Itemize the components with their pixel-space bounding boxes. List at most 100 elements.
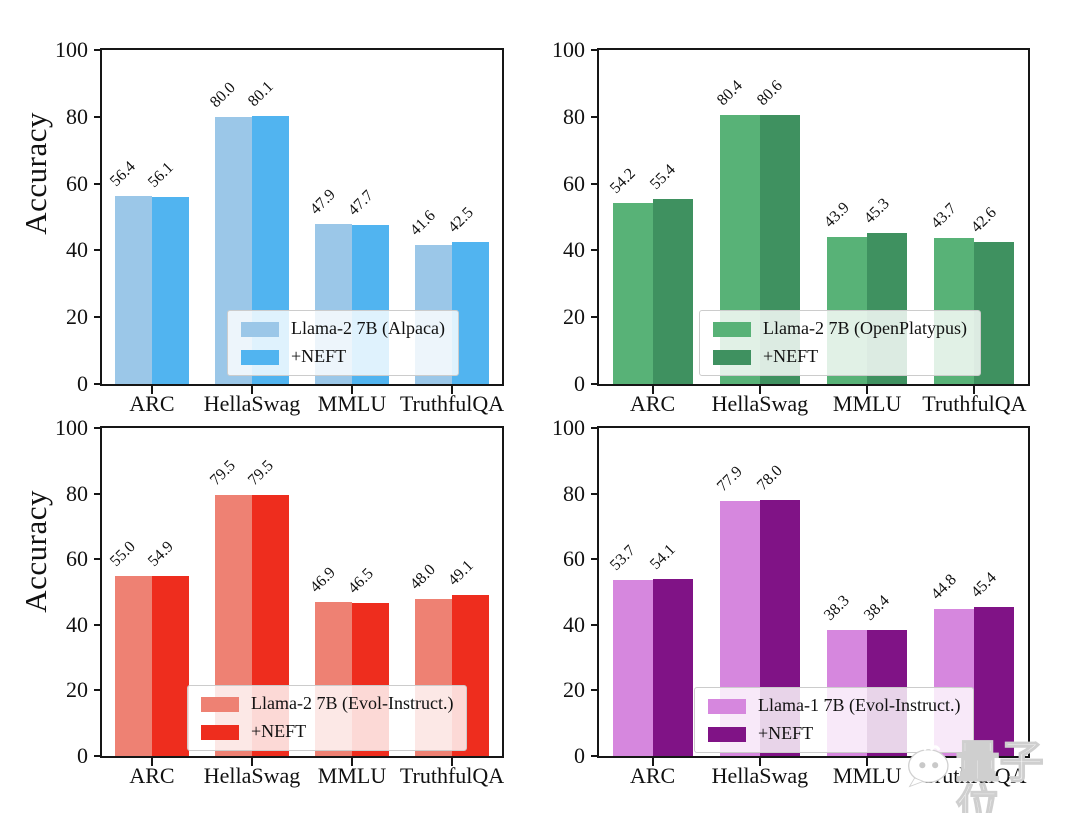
- legend: Llama-2 7B (Evol-Instruct.) +NEFT: [187, 685, 468, 751]
- x-tick-mark: [758, 758, 761, 766]
- plot-area: 0 20 40 60 80 100 ARC 55.0 54.9 HellaSwag 79.5 79.5…: [55, 417, 504, 787]
- y-axis-label: Accuracy: [18, 490, 53, 613]
- bar: [152, 196, 190, 384]
- y-tick-mark: [591, 249, 599, 252]
- y-tick-label: 20: [563, 677, 585, 703]
- y-tick-mark: [94, 755, 102, 757]
- y-tick-mark: [591, 115, 599, 118]
- bar: [974, 607, 1015, 756]
- legend-entry: +NEFT: [708, 723, 960, 744]
- y-tick-mark: [591, 623, 599, 626]
- bar-value-label: 44.8: [928, 571, 961, 604]
- legend-label: +NEFT: [758, 723, 814, 744]
- y-tick-mark: [94, 383, 102, 385]
- legend-swatch: [201, 696, 239, 712]
- bar-value-label: 46.5: [344, 565, 377, 598]
- legend-label: Llama-2 7B (OpenPlatypus): [763, 318, 967, 339]
- y-tick-label: 20: [66, 304, 88, 330]
- y-tick-label: 80: [66, 103, 88, 129]
- bar-value-label: 45.3: [861, 194, 893, 227]
- legend-swatch: [713, 349, 751, 365]
- y-tick-label: 100: [55, 37, 88, 62]
- y-tick-label: 40: [563, 611, 585, 637]
- bar: [114, 575, 152, 756]
- bar-value-label: 55.0: [107, 537, 140, 570]
- x-tick-label: HellaSwag: [711, 391, 809, 416]
- bar-value-label: 43.7: [928, 200, 961, 233]
- legend: Llama-2 7B (OpenPlatypus) +NEFT: [699, 310, 981, 376]
- x-tick-label: TruthfulQA: [922, 763, 1027, 788]
- bar-value-label: 54.2: [606, 165, 639, 197]
- bar-value-label: 47.9: [307, 186, 340, 219]
- bar-value-label: 53.7: [606, 542, 639, 574]
- bar-value-label: 43.9: [821, 199, 853, 232]
- bar: [114, 195, 152, 384]
- bar-value-label: 42.5: [444, 204, 477, 237]
- y-tick-label: 20: [66, 677, 88, 703]
- legend-swatch: [201, 724, 239, 740]
- y-tick-label: 60: [563, 170, 585, 196]
- y-tick-label: 100: [55, 415, 88, 440]
- y-tick-label: 60: [66, 546, 88, 572]
- x-tick-mark: [973, 758, 976, 766]
- legend-entry: Llama-1 7B (Evol-Instruct.): [708, 696, 960, 716]
- bar-value-label: 80.0: [207, 78, 240, 111]
- x-tick-mark: [451, 386, 453, 394]
- legend-entry: Llama-2 7B (Evol-Instruct.): [201, 694, 453, 714]
- subplot-top-right: 0 20 40 60 80 100 ARC 54.2 55.4 HellaSwag 80.4 80.6…: [540, 0, 1080, 415]
- y-axis-label: Accuracy: [18, 112, 53, 235]
- x-tick-mark: [251, 386, 253, 394]
- y-tick-mark: [94, 49, 102, 51]
- legend-label: Llama-1 7B (Evol-Instruct.): [758, 695, 961, 716]
- y-tick-label: 40: [66, 237, 88, 263]
- x-tick-mark: [351, 758, 353, 766]
- bar-value-label: 56.1: [144, 158, 177, 191]
- bar-value-label: 38.4: [861, 592, 893, 625]
- bar-value-label: 80.4: [713, 77, 746, 110]
- x-tick-mark: [973, 386, 976, 394]
- y-tick-mark: [591, 689, 599, 692]
- bar-value-label: 54.9: [144, 538, 177, 570]
- x-tick-mark: [866, 758, 869, 766]
- x-tick-label: ARC: [129, 391, 175, 416]
- y-tick-mark: [94, 623, 102, 626]
- y-tick-label: 0: [77, 371, 88, 396]
- y-tick-mark: [591, 182, 599, 185]
- bar-value-label: 79.5: [207, 457, 240, 490]
- bar-value-label: 54.1: [646, 540, 679, 573]
- y-tick-mark: [94, 316, 102, 319]
- y-tick-mark: [94, 249, 102, 252]
- x-tick-label: MMLU: [317, 391, 387, 416]
- legend-swatch: [708, 698, 746, 714]
- y-tick-mark: [591, 755, 599, 757]
- x-tick-label: ARC: [630, 763, 676, 788]
- legend-entry: +NEFT: [201, 721, 453, 742]
- subplot-bottom-left: Accuracy 0 20 40 60 80 100 ARC 55.0 54.9 HellaSwa…: [0, 406, 540, 813]
- y-tick-label: 80: [563, 480, 585, 506]
- subplot-top-left: Accuracy 0 20 40 60 80 100 ARC 56.4 56.1 HellaSwa…: [0, 0, 540, 415]
- bar-value-label: 49.1: [444, 557, 477, 589]
- bar: [974, 241, 1015, 384]
- y-tick-label: 0: [77, 743, 88, 768]
- subplot-bottom-right: 0 20 40 60 80 100 ARC 53.7 54.1 HellaSwag 77.9 78.0…: [540, 406, 1080, 813]
- bar-value-label: 79.5: [244, 457, 277, 490]
- x-tick-mark: [651, 758, 654, 766]
- x-tick-label: MMLU: [317, 763, 387, 788]
- y-tick-mark: [94, 182, 102, 185]
- bar-value-label: 78.0: [753, 462, 786, 495]
- y-tick-label: 60: [66, 170, 88, 196]
- legend-swatch: [241, 349, 279, 365]
- x-tick-mark: [758, 386, 761, 394]
- y-tick-mark: [591, 492, 599, 495]
- x-tick-mark: [651, 386, 654, 394]
- bar-value-label: 38.3: [821, 592, 853, 625]
- bar-value-label: 46.9: [307, 564, 340, 597]
- legend-label: +NEFT: [763, 346, 819, 367]
- bar: [612, 579, 653, 756]
- x-tick-label: HellaSwag: [203, 391, 301, 416]
- x-tick-mark: [151, 758, 153, 766]
- x-tick-mark: [251, 758, 253, 766]
- legend-swatch: [713, 321, 751, 337]
- x-tick-label: HellaSwag: [711, 763, 809, 788]
- x-tick-label: ARC: [129, 763, 175, 788]
